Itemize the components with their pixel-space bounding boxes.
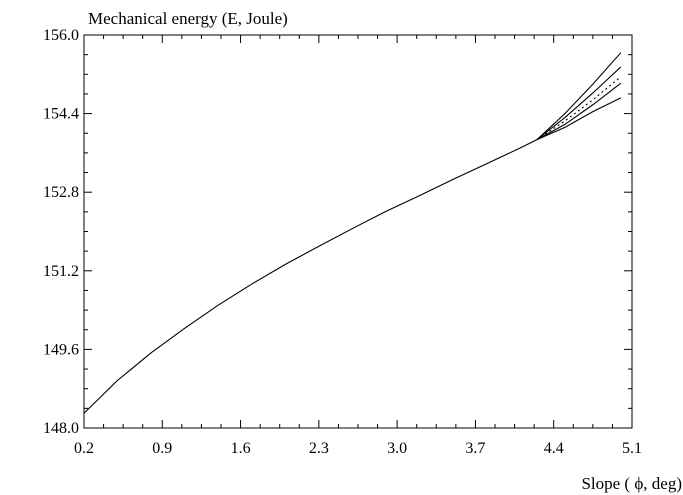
y-tick-label: 151.2 xyxy=(43,263,79,280)
axis-ticks: 0.2 0.9 1.6 2.3 3.0 3.7 4.4 5.1 148.0 149.6 151.2 1… xyxy=(43,27,642,457)
y-axis-label: Mechanical energy (E, Joule) xyxy=(88,9,288,28)
y-tick-label: 149.6 xyxy=(43,341,79,358)
x-tick-label: 3.0 xyxy=(387,440,407,457)
y-tick-label: 148.0 xyxy=(43,420,79,437)
x-tick-label: 4.4 xyxy=(544,440,564,457)
y-tick-label: 156.0 xyxy=(43,27,79,44)
x-tick-label: 0.9 xyxy=(152,440,172,457)
x-axis-label: Slope ( ϕ, deg) xyxy=(581,474,682,493)
series-line-4 xyxy=(536,82,622,141)
x-tick-label: 3.7 xyxy=(465,440,485,457)
x-tick-label: 5.1 xyxy=(622,440,642,457)
x-tick-label: 1.6 xyxy=(231,440,251,457)
y-tick-label: 152.8 xyxy=(43,184,79,201)
x-tick-label: 0.2 xyxy=(74,440,94,457)
y-tick-label: 154.4 xyxy=(43,106,79,123)
series-line-1 xyxy=(83,52,622,414)
series-line-2 xyxy=(536,66,622,141)
x-tick-label: 2.3 xyxy=(309,440,329,457)
series-layer xyxy=(83,52,622,414)
series-line-5 xyxy=(536,97,622,141)
series-line-3 xyxy=(536,76,622,141)
plot-frame xyxy=(83,34,633,429)
